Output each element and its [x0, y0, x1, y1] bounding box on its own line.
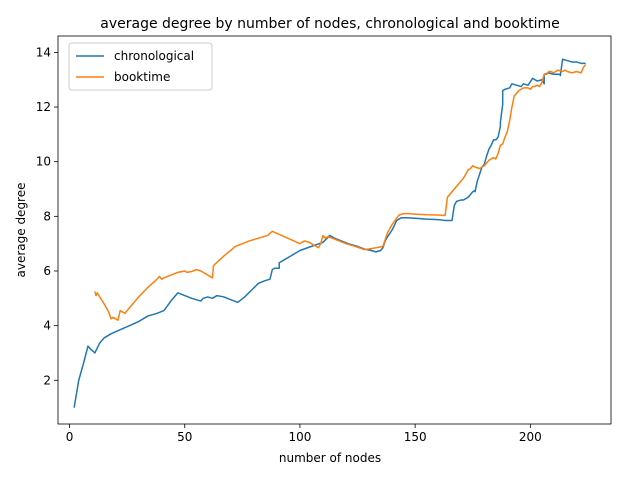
- x-tick-label: 50: [177, 430, 192, 444]
- chart-title: average degree by number of nodes, chron…: [100, 16, 559, 32]
- x-tick-label: 200: [519, 430, 542, 444]
- y-tick-label: 14: [36, 45, 51, 59]
- x-tick-label: 100: [288, 430, 311, 444]
- y-tick-label: 12: [36, 100, 51, 114]
- y-tick-label: 8: [43, 209, 51, 223]
- plot-series: [73, 58, 587, 408]
- series-line-chronological: [73, 58, 586, 408]
- y-axis-ticks: 2 4 6 8 10 12 14: [36, 45, 58, 387]
- y-tick-label: 4: [43, 319, 51, 333]
- x-axis-ticks: 0 50 100 150 200: [66, 424, 542, 444]
- x-axis-label: number of nodes: [279, 451, 381, 465]
- legend: chronological booktime: [68, 42, 213, 91]
- y-tick-label: 2: [43, 373, 51, 387]
- series-line-booktime: [94, 64, 587, 321]
- y-tick-label: 10: [36, 155, 51, 169]
- y-axis-label: average degree: [14, 183, 28, 278]
- legend-box: [68, 42, 213, 91]
- x-tick-label: 0: [66, 430, 74, 444]
- y-tick-label: 6: [43, 264, 51, 278]
- legend-label-chronological: chronological: [114, 49, 194, 63]
- axes-frame: [57, 35, 612, 425]
- legend-label-booktime: booktime: [114, 70, 170, 84]
- x-tick-label: 150: [404, 430, 427, 444]
